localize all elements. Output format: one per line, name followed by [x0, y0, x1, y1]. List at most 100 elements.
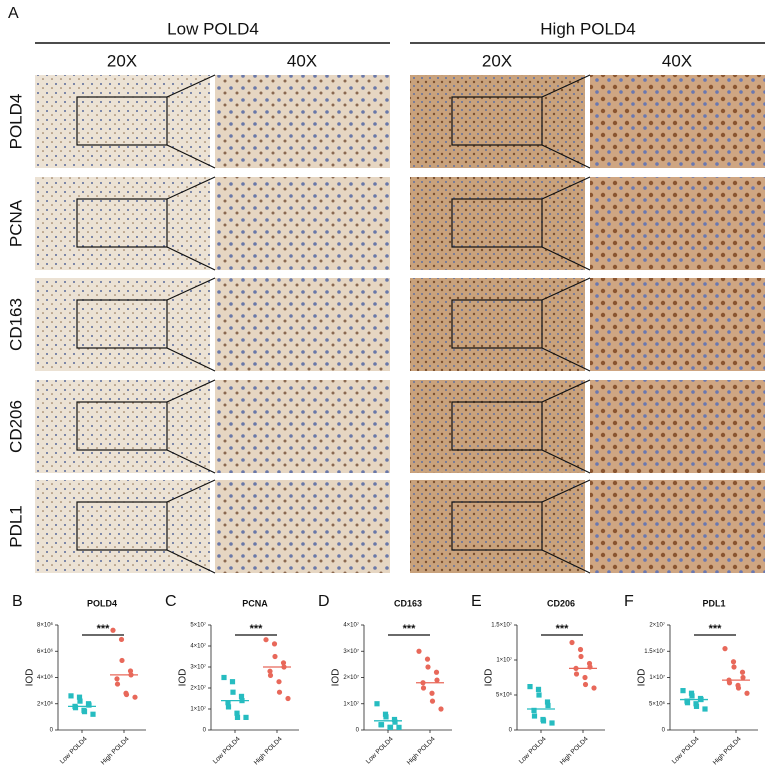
y-tick-label: 8×10⁶: [37, 622, 54, 629]
data-point: [392, 719, 398, 725]
data-point: [81, 709, 88, 715]
chart-title: PCNA: [242, 598, 268, 608]
zoom-line: [166, 144, 216, 169]
y-tick-label: 4×10⁶: [37, 674, 54, 681]
data-point: [221, 674, 227, 681]
data-point: [280, 660, 287, 666]
data-point: [531, 713, 538, 719]
micrograph: [215, 380, 390, 473]
zoom-box: [451, 501, 543, 551]
data-point: [740, 674, 746, 681]
x-tick-label: Low POLD4: [518, 735, 548, 765]
y-axis-label: IOD: [331, 669, 342, 687]
data-point: [285, 695, 291, 702]
data-point: [132, 694, 138, 700]
zoom-line: [166, 176, 216, 200]
zoom-line: [166, 277, 216, 301]
y-tick-label: 1×10⁷: [190, 706, 206, 713]
data-point: [429, 698, 436, 704]
significance: ***: [250, 623, 264, 635]
row-label: PCNA: [6, 199, 25, 247]
data-point: [735, 685, 742, 691]
data-point: [68, 693, 74, 699]
chart-title: PDL1: [702, 598, 725, 608]
micrograph: [590, 380, 765, 473]
data-point: [693, 701, 699, 707]
data-point: [582, 681, 589, 688]
zoom-line: [541, 176, 591, 200]
data-point: [238, 693, 245, 699]
data-point: [263, 637, 269, 643]
zoom-box: [451, 198, 543, 248]
row-label: POLD4: [6, 94, 25, 150]
data-point: [114, 676, 120, 682]
data-point: [230, 689, 236, 695]
data-point: [535, 686, 542, 692]
y-tick-label: 1.5×10⁷: [644, 648, 665, 655]
y-tick-label: 2×10⁷: [649, 622, 665, 629]
data-point: [433, 669, 440, 675]
zoom-box: [451, 96, 543, 146]
x-tick-label: High POLD4: [712, 735, 743, 766]
group-header: High POLD4: [540, 19, 635, 38]
data-point: [383, 714, 389, 720]
data-point: [573, 671, 580, 677]
data-point: [391, 716, 398, 723]
data-point: [569, 639, 575, 646]
zoom-line: [541, 549, 591, 574]
zoom-line: [166, 246, 216, 271]
magnification: 40X: [662, 51, 692, 70]
zoom-line: [541, 479, 591, 503]
data-point: [90, 711, 96, 717]
data-point: [378, 722, 385, 728]
x-tick-label: High POLD4: [253, 735, 284, 766]
x-tick-label: High POLD4: [559, 735, 590, 766]
micrograph: [215, 480, 390, 573]
zoom-box: [76, 501, 168, 551]
zoom-line: [541, 277, 591, 301]
chart-label: C: [165, 593, 177, 610]
data-point: [225, 704, 232, 710]
data-point: [531, 707, 537, 713]
significance: ***: [97, 623, 111, 635]
zoom-box: [76, 198, 168, 248]
y-tick-label: 2×10⁷: [190, 685, 206, 692]
y-tick-label: 6×10⁶: [37, 648, 54, 655]
data-point: [396, 724, 402, 730]
y-tick-label: 1×10⁷: [649, 674, 665, 681]
significance: ***: [709, 623, 723, 635]
data-point: [229, 679, 236, 685]
data-point: [110, 627, 116, 633]
data-point: [234, 714, 241, 720]
data-point: [86, 702, 92, 708]
y-axis-label: IOD: [637, 669, 648, 687]
data-point: [702, 706, 708, 712]
zoom-line: [541, 449, 591, 474]
panel-a: A Low POLD4 High POLD4 20X 40X 20X 40X: [8, 5, 765, 70]
data-point: [77, 698, 83, 704]
zoom-line: [166, 549, 216, 574]
zoom-line: [166, 347, 216, 372]
micrograph: [215, 177, 390, 270]
y-tick-label: 1×10⁷: [496, 657, 512, 664]
zoom-line: [166, 379, 216, 403]
magnification: 40X: [287, 51, 317, 70]
y-axis-label: IOD: [25, 669, 36, 687]
data-point: [271, 641, 278, 647]
zoom-line: [541, 144, 591, 169]
data-point: [72, 705, 79, 711]
data-point: [114, 681, 121, 687]
y-tick-label: 0: [662, 728, 666, 734]
data-point: [438, 706, 444, 712]
data-point: [730, 659, 737, 665]
y-tick-label: 2×10⁶: [37, 700, 54, 707]
zoom-line: [541, 74, 591, 98]
data-point: [434, 677, 440, 683]
data-point: [272, 653, 278, 660]
data-point: [243, 714, 249, 720]
micrograph: [215, 278, 390, 371]
y-tick-label: 0: [356, 728, 360, 734]
zoom-box: [451, 299, 543, 349]
data-point: [582, 674, 588, 681]
zoom-box: [76, 299, 168, 349]
